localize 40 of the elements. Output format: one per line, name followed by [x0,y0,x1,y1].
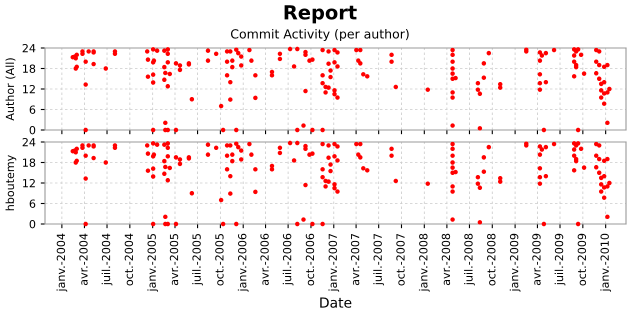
x-tick-label: avr.-2007 [350,234,360,286]
x-tick-label: oct.-2006 [306,234,314,286]
x-tick-label: juil.-2007 [373,234,384,286]
y-tick-label: 0 [30,126,36,134]
y-tick-label: 18 [23,64,36,73]
x-tick-label: janv.-2005 [147,234,158,292]
x-tick-label: avr.-2008 [442,234,450,286]
chart-subtitle: Commit Activity (per author) [230,28,409,42]
y-tick-label: 24 [22,44,36,52]
x-tick-label: avr.-2006 [260,234,269,286]
y-tick-label: 24 [22,138,36,146]
x-tick-label: janv.-2007 [328,234,340,292]
chart-title: Report [284,5,357,24]
y-axis-title: Author (All) [6,58,16,121]
x-tick-label: oct.-2004 [124,234,134,286]
x-tick-label: avr.-2005 [170,234,178,286]
x-tick-label: janv.-2004 [56,234,68,292]
x-tick-label: juil.-2008 [464,234,475,286]
x-tick-label: oct.-2007 [396,234,405,286]
y-axis-title: hboutemy [6,155,16,210]
y-tick-label: 12 [23,178,35,188]
y-tick-label: 6 [30,199,36,208]
y-tick-label: 0 [30,220,36,228]
x-tick-label: juil.-2009 [554,234,566,286]
x-tick-label: janv.-2010 [600,234,612,292]
x-tick-label: janv.-2009 [510,234,520,292]
x-tick-label: juil.-2006 [282,234,294,286]
x-tick-label: juil.-2004 [102,234,112,286]
x-tick-label: oct.-2008 [487,234,496,286]
x-axis-title: Date [320,297,352,308]
x-tick-label: oct.-2009 [578,234,586,286]
y-tick-label: 6 [30,105,36,114]
x-tick-label: oct.-2005 [215,234,224,286]
y-tick-label: 18 [23,158,36,167]
x-tick-label: avr.-2009 [532,234,541,286]
y-tick-label: 12 [23,84,35,94]
x-tick-label: avr.-2004 [79,234,88,286]
x-tick-label: juil.-2005 [192,234,203,286]
x-tick-label: janv.-2006 [238,234,249,292]
x-tick-label: janv.-2008 [418,234,430,292]
